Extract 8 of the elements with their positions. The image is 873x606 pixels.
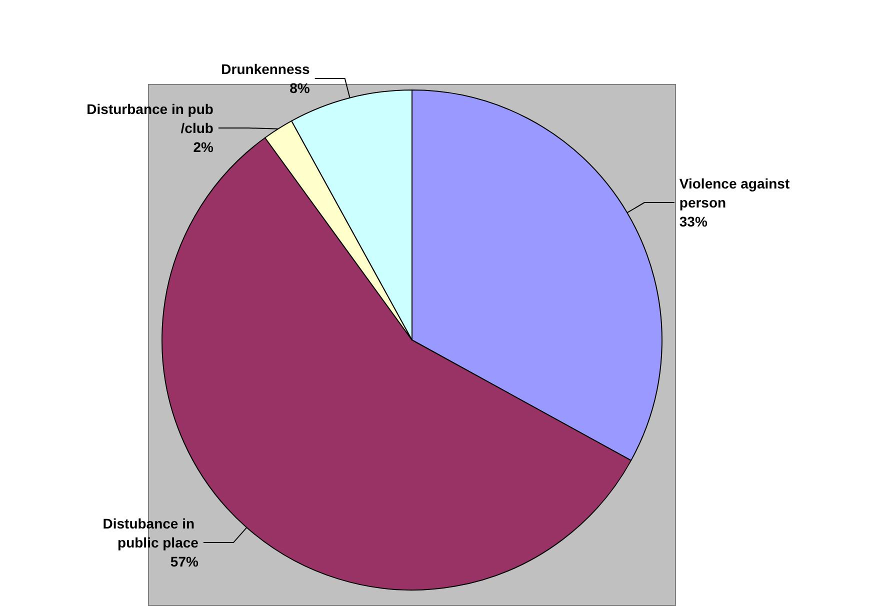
slice-label: Disturbance in pub/club	[86, 100, 214, 136]
slice-label: Drunkenness	[221, 60, 310, 77]
data-label: 33%	[679, 214, 708, 230]
data-label: 8%	[290, 80, 310, 96]
slice-label: Violence against person	[679, 176, 794, 211]
slice-label: Distubance in public place	[102, 516, 199, 551]
data-label: 57%	[170, 554, 199, 570]
data-label: 2%	[193, 138, 214, 155]
